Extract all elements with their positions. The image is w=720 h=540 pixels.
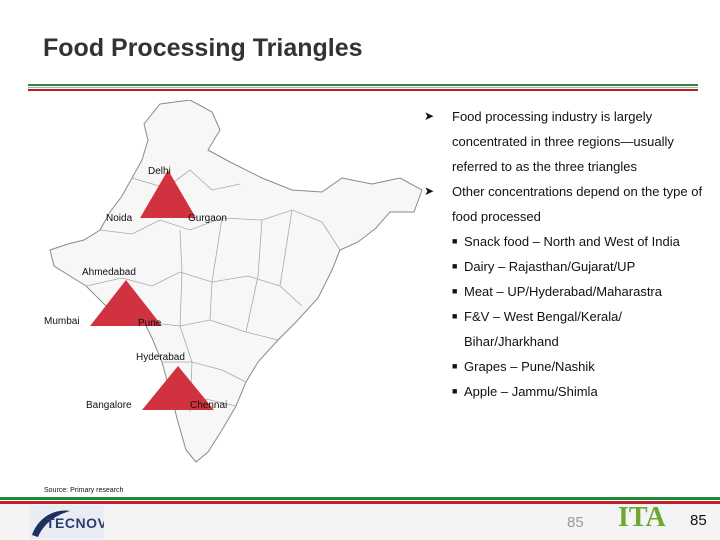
tecnova-logo-text: TECNOVA [46,515,104,531]
square-bullet-icon: ■ [452,311,458,321]
sub-bullet-item: ■ Grapes – Pune/Nashik [424,354,706,379]
bullet-item: ➤ Other concentrations depend on the typ… [424,179,706,229]
city-label-mumbai: Mumbai [44,316,80,327]
india-map [49,100,423,463]
city-label-chennai: Chennai [190,400,228,411]
city-label-delhi: Delhi [148,166,171,177]
page-title: Food Processing Triangles [43,34,363,62]
source-note: Source: Primary research [44,487,124,494]
sub-bullet-text: Grapes – Pune/Nashik [464,359,595,374]
square-bullet-icon: ■ [452,286,458,296]
sub-bullet-text: F&V – West Bengal/Kerala/ Bihar/Jharkhan… [464,309,623,349]
footer-bar [0,504,720,540]
sub-bullet-text: Snack food – North and West of India [464,234,680,249]
city-label-hyderabad: Hyderabad [136,352,185,363]
city-label-gurgaon: Gurgaon [188,213,227,224]
city-label-bangalore: Bangalore [86,400,132,411]
bullet-text: Food processing industry is largely conc… [452,109,674,174]
sub-bullet-item: ■ F&V – West Bengal/Kerala/ Bihar/Jharkh… [424,304,706,354]
bullet-list: ➤ Food processing industry is largely co… [424,104,706,404]
sub-bullet-item: ■ Snack food – North and West of India [424,229,706,254]
tecnova-swoosh-icon [32,510,70,537]
sub-bullet-text: Dairy – Rajasthan/Gujarat/UP [464,259,636,274]
footer-rule-red [0,501,720,504]
city-label-ahmedabad: Ahmedabad [82,267,136,278]
sub-bullet-item: ■ Dairy – Rajasthan/Gujarat/UP [424,254,706,279]
title-rule-red [28,89,698,91]
sub-bullet-text: Meat – UP/Hyderabad/Maharastra [464,284,662,299]
west-triangle [90,280,162,326]
bullet-item: ➤ Food processing industry is largely co… [424,104,706,179]
square-bullet-icon: ■ [452,261,458,271]
south-triangle [142,366,214,410]
ita-logo-text: ITA [618,502,666,533]
square-bullet-icon: ■ [452,386,458,396]
title-rule-green [28,84,698,86]
bullet-text: Other concentrations depend on the type … [452,184,703,224]
ita-logo: ITA [618,502,690,538]
arrow-bullet-icon: ➤ [424,184,435,198]
page-number: 85 [690,512,707,529]
footer-number: 85 [567,514,584,531]
square-bullet-icon: ■ [452,236,458,246]
sub-bullet-item: ■ Apple – Jammu/Shimla [424,379,706,404]
footer-rule-green [0,497,720,500]
tecnova-logo: TECNOVA [30,505,104,539]
arrow-bullet-icon: ➤ [424,109,435,123]
sub-bullet-item: ■ Meat – UP/Hyderabad/Maharastra [424,279,706,304]
title-rule-gray [28,87,698,88]
india-outline [49,100,423,463]
square-bullet-icon: ■ [452,361,458,371]
sub-bullet-text: Apple – Jammu/Shimla [464,384,598,399]
city-label-noida: Noida [106,213,133,224]
north-triangle [140,170,196,218]
city-label-pune: Pune [138,318,162,329]
